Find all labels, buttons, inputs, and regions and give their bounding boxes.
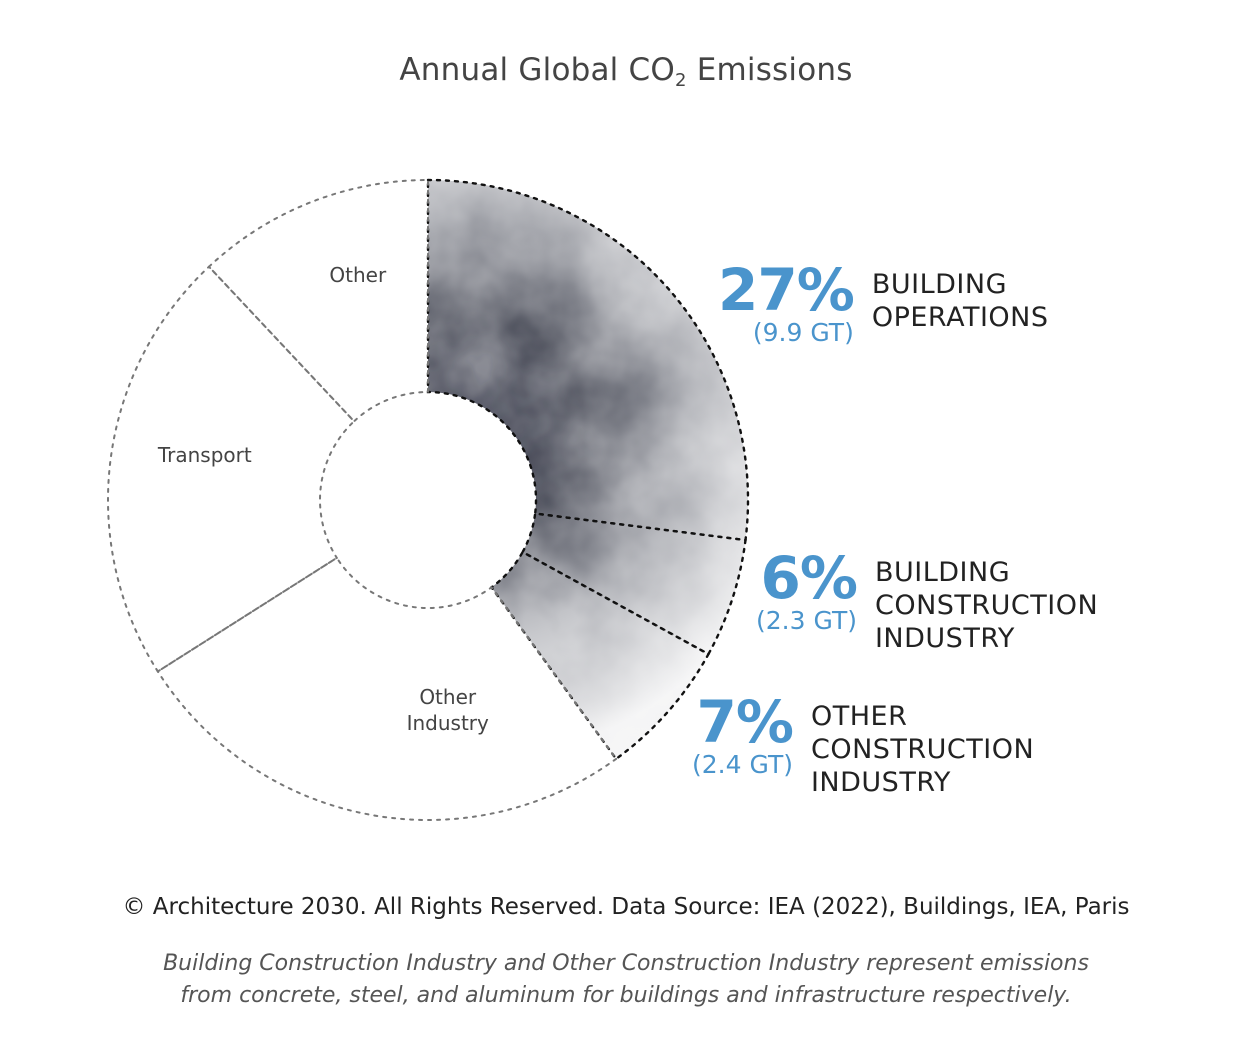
callout-pct: 7% <box>696 688 793 756</box>
slice-transport <box>107 265 356 673</box>
callout-pct: 27% <box>718 256 855 324</box>
callout-gt: (2.3 GT) <box>756 606 857 635</box>
callout-building-operations: 27% (9.9 GT) BUILDING OPERATIONS <box>718 256 1049 348</box>
callout-label: CONSTRUCTION <box>874 590 1099 621</box>
callout-other-construction: 7% (2.4 GT) OTHER CONSTRUCTION INDUSTRY <box>692 688 1035 799</box>
title-subscript: 2 <box>675 70 687 91</box>
callout-pct: 6% <box>760 544 857 612</box>
copyright-text: © Architecture 2030. All Rights Reserved… <box>122 894 1130 920</box>
segment-label-other-industry: Industry <box>407 711 489 735</box>
callout-label: BUILDING <box>874 557 1011 588</box>
title-tail: Emissions <box>686 52 853 88</box>
callout-label: INDUSTRY <box>874 623 1015 654</box>
chart-title: Annual Global CO2 Emissions <box>0 52 1252 91</box>
slice-other <box>207 178 429 423</box>
segment-label-other-industry: Other <box>419 685 477 709</box>
title-main: Annual Global CO <box>399 52 675 88</box>
callout-label: OPERATIONS <box>871 302 1049 333</box>
callout-label: BUILDING <box>871 269 1007 300</box>
callout-building-construction: 6% (2.3 GT) BUILDING CONSTRUCTION INDUST… <box>756 544 1099 655</box>
callout-label: OTHER <box>810 701 908 732</box>
callout-gt: (2.4 GT) <box>692 750 793 779</box>
slice-building-operations <box>426 178 750 542</box>
callout-label: INDUSTRY <box>810 767 951 798</box>
slice-shade-other-construction-industry <box>491 552 709 759</box>
callout-gt: (9.9 GT) <box>752 318 854 347</box>
footnote-line: from concrete, steel, and aluminum for b… <box>180 983 1072 1008</box>
slice-other-construction-industry <box>489 550 711 761</box>
slice-other-industry <box>156 556 618 821</box>
footnote: Building Construction Industry and Other… <box>0 948 1252 1012</box>
footnote-line: Building Construction Industry and Other… <box>163 951 1089 976</box>
slice-shade-building-construction-industry <box>522 513 746 655</box>
slice-shade-building-operations <box>428 180 748 541</box>
segment-label-transport: Transport <box>157 443 252 467</box>
callout-label: CONSTRUCTION <box>810 734 1035 765</box>
segment-label-other: Other <box>329 263 387 287</box>
